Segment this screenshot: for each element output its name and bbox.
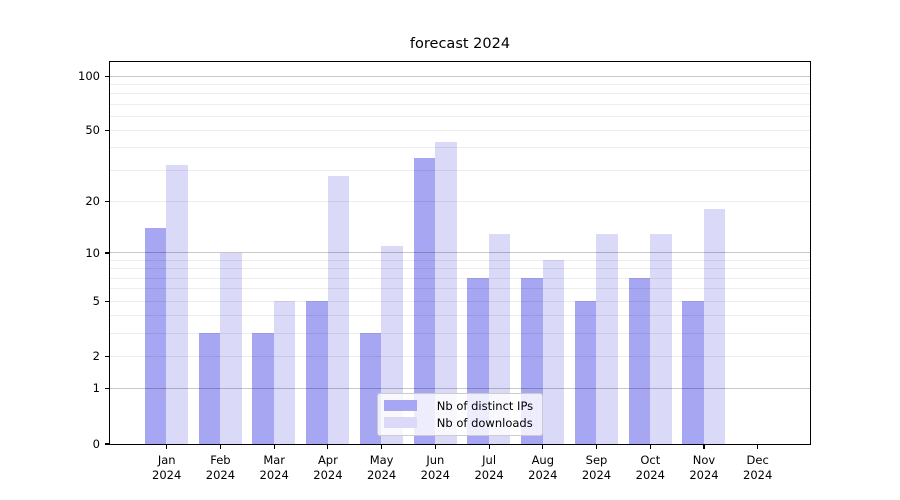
gridline-y-80 <box>109 93 810 95</box>
x-tick-mark <box>703 445 705 450</box>
x-tick-label-mar: Mar 2024 <box>259 453 289 482</box>
x-tick-mark <box>488 445 490 450</box>
gridline-y-6 <box>109 288 810 290</box>
x-tick-label-may: May 2024 <box>366 453 397 482</box>
x-tick-label-jun: Jun 2024 <box>420 453 450 482</box>
gridline-y-40 <box>109 147 810 149</box>
y-tick-mark <box>104 300 109 302</box>
x-tick-label-feb: Feb 2024 <box>205 453 236 482</box>
x-tick-mark <box>649 445 651 450</box>
bar-distinct-ips-apr <box>306 301 328 444</box>
y-tick-label: 1 <box>92 381 100 396</box>
y-tick-mark <box>104 355 109 358</box>
bar-distinct-ips-oct <box>628 278 651 444</box>
gridline-y-10 <box>109 252 810 254</box>
x-tick-mark <box>381 445 383 450</box>
bar-downloads-apr <box>327 175 350 444</box>
gridline-y-60 <box>109 115 810 117</box>
bar-downloads-mar <box>273 301 296 444</box>
bar-distinct-ips-may <box>359 333 382 444</box>
legend-item-distinct-ips: Nb of distinct IPs <box>383 398 534 413</box>
y-tick-mark <box>104 388 109 390</box>
x-tick-mark <box>166 445 168 450</box>
y-tick-mark <box>104 75 109 77</box>
bar-distinct-ips-mar <box>252 333 274 444</box>
legend-item-downloads: Nb of downloads <box>383 415 534 430</box>
y-tick-label: 2 <box>92 349 100 363</box>
legend-label-distinct-ips: Nb of distinct IPs <box>436 398 534 413</box>
y-tick-mark <box>104 443 109 445</box>
bar-downloads-jul <box>488 233 511 444</box>
gridline-y-100 <box>109 75 810 77</box>
gridline-y-7 <box>109 277 810 279</box>
bar-distinct-ips-jun <box>413 158 436 444</box>
x-tick-label-sep: Sep 2024 <box>581 453 612 482</box>
y-tick-label: 10 <box>85 245 100 260</box>
x-tick-label-aug: Aug 2024 <box>528 453 558 482</box>
bar-downloads-sep <box>596 233 618 444</box>
legend-swatch-distinct-ips <box>383 400 417 412</box>
x-tick-label-jul: Jul 2024 <box>474 453 504 482</box>
y-tick-mark <box>104 200 109 203</box>
legend-label-downloads: Nb of downloads <box>436 415 533 430</box>
gridline-y-9 <box>109 259 810 261</box>
bar-distinct-ips-sep <box>574 301 597 444</box>
bar-distinct-ips-jan <box>144 228 167 444</box>
x-tick-mark <box>595 445 598 450</box>
x-tick-mark <box>219 445 221 450</box>
gridline-y-5 <box>109 300 810 302</box>
bar-downloads-jan <box>166 165 188 444</box>
bar-distinct-ips-nov <box>682 301 704 444</box>
x-tick-label-jan: Jan 2024 <box>152 453 182 482</box>
bar-downloads-jun <box>435 142 457 444</box>
y-tick-label: 0 <box>92 436 100 451</box>
y-tick-label: 20 <box>85 194 100 208</box>
x-tick-mark <box>273 445 275 450</box>
y-tick-mark <box>104 252 109 254</box>
gridline-y-30 <box>109 169 810 171</box>
gridline-y-8 <box>109 268 810 270</box>
x-tick-label-dec: Dec 2024 <box>743 453 773 482</box>
x-tick-mark <box>434 445 436 450</box>
bar-distinct-ips-feb <box>198 333 221 444</box>
gridline-y-1 <box>109 388 810 390</box>
gridline-y-70 <box>109 103 810 105</box>
gridline-y-4 <box>109 315 810 317</box>
legend-swatch-downloads <box>383 417 417 429</box>
legend: Nb of distinct IPs Nb of downloads <box>376 392 543 436</box>
gridline-y-90 <box>109 83 810 85</box>
bar-downloads-oct <box>650 233 672 444</box>
y-tick-label: 5 <box>92 293 100 308</box>
bar-downloads-feb <box>220 252 242 444</box>
y-tick-label: 50 <box>85 123 100 138</box>
y-tick-label: 100 <box>78 68 100 83</box>
gridline-y-3 <box>109 332 810 334</box>
x-tick-mark <box>327 445 329 450</box>
x-tick-mark <box>757 445 759 450</box>
gridline-y-20 <box>109 200 810 202</box>
y-tick-mark <box>104 130 109 132</box>
x-tick-label-apr: Apr 2024 <box>313 453 343 482</box>
plot-area: Nb of distinct IPs Nb of downloads <box>108 60 811 445</box>
chart-title: forecast 2024 <box>409 36 511 52</box>
x-tick-label-nov: Nov 2024 <box>689 453 719 482</box>
x-tick-mark <box>542 445 544 450</box>
bar-downloads-nov <box>703 209 726 444</box>
gridline-y-2 <box>109 355 810 357</box>
x-tick-label-oct: Oct 2024 <box>635 453 665 482</box>
bar-downloads-aug <box>542 260 565 444</box>
gridline-y-50 <box>109 130 810 132</box>
